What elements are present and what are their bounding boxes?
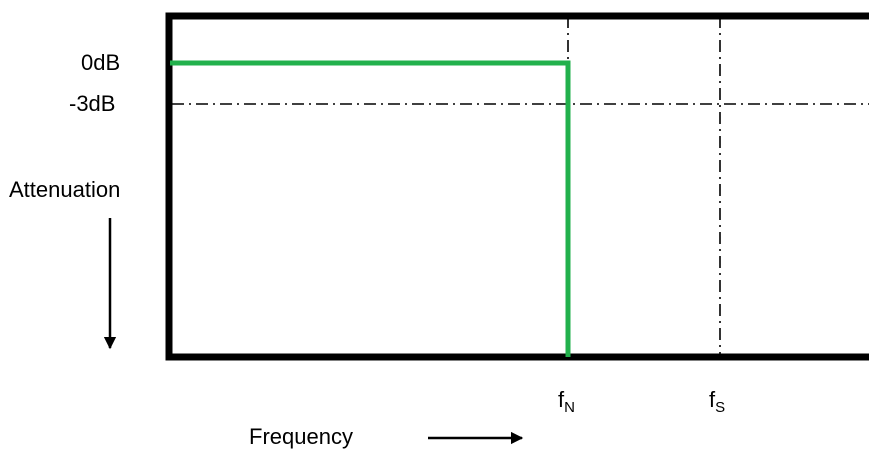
label-minus-3db: -3dB [69,91,115,116]
label-0db: 0dB [81,50,120,75]
label-fn-subscript: N [564,399,575,416]
label-attenuation: Attenuation [9,177,120,202]
plot-frame [165,12,869,361]
filter-response-line [170,60,571,357]
label-fs-base: f [709,387,716,412]
label-fs: fS [709,387,725,416]
label-fn: fN [558,387,575,416]
label-frequency: Frequency [249,424,353,449]
label-fs-subscript: S [715,399,725,416]
label-fn-base: f [558,387,565,412]
